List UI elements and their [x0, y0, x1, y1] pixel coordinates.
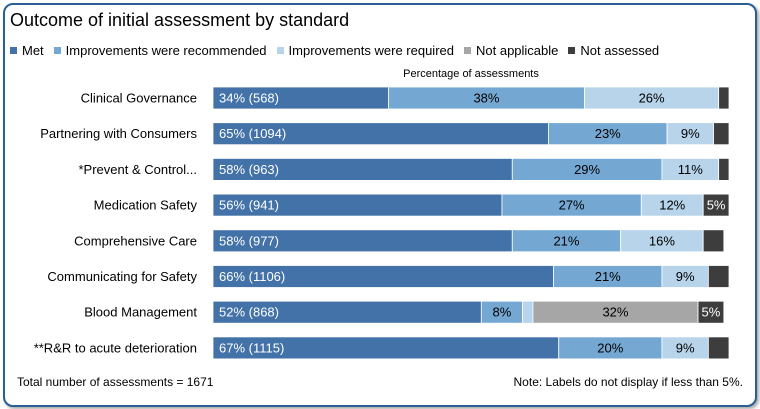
data-label: 9%	[676, 269, 695, 284]
data-label: 67% (1115)	[219, 340, 284, 355]
category-label: Clinical Governance	[81, 91, 197, 106]
legend-item: Met	[10, 43, 44, 58]
category-label: Medication Safety	[94, 198, 198, 213]
data-label: 58% (977)	[219, 233, 279, 248]
data-label: 12%	[659, 198, 685, 213]
bar-segment	[707, 265, 730, 288]
category-label: Blood Management	[84, 305, 197, 320]
bar-segment	[718, 86, 730, 110]
chart-title: Outcome of initial assessment by standar…	[10, 10, 350, 30]
data-label: 27%	[559, 198, 585, 213]
legend-item: Not applicable	[464, 43, 558, 58]
data-label: 32%	[602, 305, 628, 320]
data-label: 8%	[493, 305, 512, 320]
data-label: 5%	[702, 305, 721, 320]
total-assessments-note: Total number of assessments = 1671	[17, 375, 214, 389]
data-label: 65% (1094)	[219, 126, 286, 141]
category-label: Communicating for Safety	[47, 269, 197, 284]
data-label: 9%	[676, 340, 695, 355]
legend-label: Improvements were required	[288, 43, 454, 58]
bar-segment	[702, 193, 730, 217]
legend-swatch	[276, 47, 284, 54]
x-axis-label: Percentage of assessments	[403, 68, 539, 80]
legend-swatch	[53, 47, 61, 54]
legend-item: Not assessed	[568, 43, 659, 58]
category-label: **R&R to acute deterioration	[34, 340, 197, 355]
bar-segment	[702, 229, 725, 253]
bar-segment	[718, 157, 730, 181]
legend-label: Not assessed	[580, 43, 660, 58]
data-label: 5%	[707, 198, 726, 213]
category-label: *Prevent & Control...	[79, 162, 198, 177]
legend-label: Improvements were recommended	[65, 43, 267, 58]
bar-segment	[697, 300, 725, 324]
category-label: Partnering with Consumers	[40, 126, 197, 141]
data-label: 58% (963)	[219, 162, 279, 177]
data-label: 9%	[681, 126, 700, 141]
data-label: 66% (1106)	[219, 269, 285, 284]
bar-segment	[707, 336, 730, 360]
category-label: Comprehensive Care	[74, 233, 197, 248]
chart-legend: Met Improvements were recommended Improvem…	[10, 43, 669, 58]
data-label: 16%	[649, 233, 675, 248]
legend-swatch	[10, 47, 17, 54]
bar-segment	[713, 122, 730, 146]
data-label: 21%	[595, 269, 621, 284]
data-label: 11%	[678, 162, 703, 177]
data-label: 52% (868)	[219, 305, 279, 320]
legend-swatch	[464, 47, 471, 54]
legend-label: Met	[22, 43, 44, 58]
data-label: 34% (568)	[219, 91, 279, 106]
bar-segment	[522, 300, 534, 324]
label-display-note: Note: Labels do not display if less than…	[513, 375, 743, 389]
data-label: 38%	[473, 91, 499, 106]
data-label: 29%	[574, 162, 600, 177]
data-label: 20%	[597, 340, 623, 355]
legend-label: Not applicable	[476, 43, 559, 58]
data-label: 56% (941)	[219, 198, 279, 213]
legend-swatch	[568, 47, 576, 54]
legend-item: Improvements were recommended	[53, 43, 267, 58]
legend-item: Improvements were required	[276, 43, 454, 58]
data-label: 23%	[595, 126, 621, 141]
data-label: 21%	[553, 233, 579, 248]
data-label: 26%	[639, 91, 665, 106]
